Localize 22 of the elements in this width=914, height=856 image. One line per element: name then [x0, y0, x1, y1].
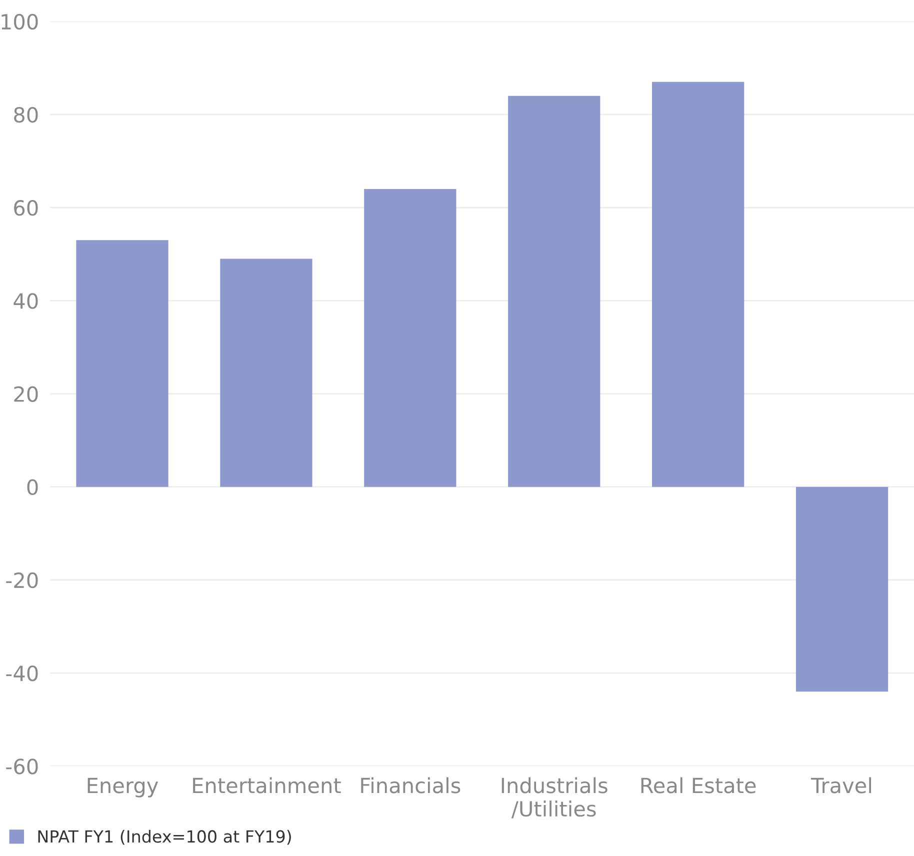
x-tick-label: Travel [811, 777, 872, 794]
x-tick-label: Energy [88, 778, 158, 798]
y-tick-label: 0 [27, 479, 38, 496]
y-tick-label: -20 [6, 572, 38, 588]
y-tick-label: 80 [14, 106, 38, 123]
y-tick-label: -60 [6, 758, 38, 774]
bar [364, 188, 456, 487]
x-tick-label: Entertainment [193, 777, 341, 794]
y-tick-label: -40 [6, 665, 38, 682]
y-tick-label: 100 [2, 14, 38, 30]
y-tick-label: 20 [14, 386, 38, 402]
bar [76, 240, 168, 487]
y-tick-label: 40 [14, 293, 38, 309]
bar [652, 82, 744, 487]
x-tick-label: Industrials /Utilities [502, 777, 608, 818]
bar [220, 258, 312, 487]
legend-label: NPAT FY1 (Index=100 at FY19) [38, 830, 291, 845]
bar [796, 486, 888, 692]
bar [508, 96, 600, 487]
x-tick-label: Real Estate [641, 777, 756, 794]
x-tick-label: Financials [361, 777, 460, 794]
y-tick-label: 60 [14, 200, 38, 216]
